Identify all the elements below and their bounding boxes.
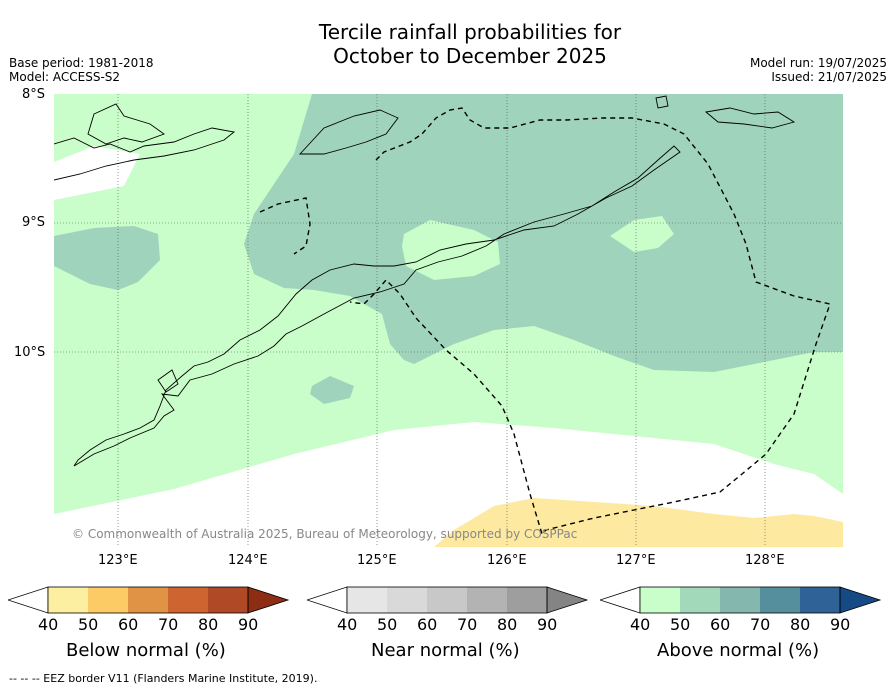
cbar-near-70-80: [467, 587, 507, 613]
near-tick-80: 80: [497, 615, 518, 634]
timor-coastline: [73, 145, 681, 467]
above-normal-40-50-hole-1: [402, 220, 500, 280]
lon-label-128e: 128°E: [745, 553, 785, 568]
lat-label-10s: 10°S: [14, 345, 46, 360]
near-tick-60: 60: [417, 615, 438, 634]
map-title: Tercile rainfall probabilities for Octob…: [0, 20, 896, 68]
cbar-below-50-60: [88, 587, 128, 613]
cbar-above-50-60: [680, 587, 720, 613]
lon-label-123e: 123°E: [98, 553, 138, 568]
eez-footnote: -- -- -- EEZ border V11 (Flanders Marine…: [9, 672, 318, 685]
wetar-coastline: [298, 109, 399, 155]
cbar-near-60-70: [427, 587, 467, 613]
base-period: Base period: 1981-2018: [9, 56, 154, 70]
coastlines: [54, 95, 796, 467]
graticule: [54, 94, 843, 547]
above-tick-70: 70: [750, 615, 771, 634]
cbar-near-80-90: [507, 587, 547, 613]
babar-coastline: [704, 107, 796, 129]
above-tick-40: 40: [630, 615, 651, 634]
cbar-near-40-50: [347, 587, 387, 613]
cbar-above-extend-left: [600, 586, 641, 614]
eez-border: [259, 107, 831, 536]
above-normal-50-60-west: [54, 226, 160, 290]
below-tick-60: 60: [118, 615, 139, 634]
issued-date: Issued: 21/07/2025: [771, 70, 887, 84]
below-tick-90: 90: [238, 615, 259, 634]
cbar-near-extend-left: [307, 586, 348, 614]
near-tick-70: 70: [457, 615, 478, 634]
lon-label-124e: 124°E: [228, 553, 268, 568]
lon-label-127e: 127°E: [616, 553, 656, 568]
near-tick-40: 40: [337, 615, 358, 634]
above-normal-40-50-hole-2: [610, 216, 674, 252]
lon-label-125e: 125°E: [357, 553, 397, 568]
cbar-near-extend-right: [546, 586, 589, 614]
below-normal-title: Below normal (%): [66, 640, 226, 661]
above-tick-60: 60: [710, 615, 731, 634]
flores-coastline: [54, 127, 236, 181]
above-tick-80: 80: [790, 615, 811, 634]
title-line-2: October to December 2025: [333, 44, 607, 68]
cbar-above-70-80: [760, 587, 800, 613]
near-tick-50: 50: [377, 615, 398, 634]
colorbar-near-normal: [307, 586, 589, 614]
cbar-below-extend-right: [247, 586, 290, 614]
cbar-below-70-80: [168, 587, 208, 613]
near-normal-title: Near normal (%): [371, 640, 520, 661]
copyright-notice: © Commonwealth of Australia 2025, Bureau…: [72, 527, 578, 541]
above-normal-50-60-small: [310, 376, 354, 404]
run-info: Model run: 19/07/2025 Issued: 21/07/2025: [750, 56, 887, 84]
cbar-below-80-90: [208, 587, 248, 613]
colorbar-above-normal: [600, 586, 882, 614]
map-canvas: [54, 94, 843, 547]
cbar-below-extend-left: [8, 586, 49, 614]
alor-coastline: [87, 103, 165, 145]
below-tick-80: 80: [198, 615, 219, 634]
above-tick-50: 50: [670, 615, 691, 634]
cbar-above-40-50: [640, 587, 680, 613]
kisar-coastline: [655, 95, 669, 109]
lon-label-126e: 126°E: [487, 553, 527, 568]
model-run: Model run: 19/07/2025: [749, 56, 887, 70]
below-normal-40-50-region: [434, 498, 843, 547]
below-tick-50: 50: [78, 615, 99, 634]
below-tick-70: 70: [158, 615, 179, 634]
lat-label-8s: 8°S: [22, 87, 46, 102]
no-signal-region-topleft: [54, 146, 140, 200]
cbar-near-50-60: [387, 587, 427, 613]
above-normal-title: Above normal (%): [657, 640, 820, 661]
cbar-above-extend-right: [839, 586, 882, 614]
sumba-coastline: [157, 369, 179, 393]
model-name: Model: ACCESS-S2: [9, 70, 121, 84]
above-tick-90: 90: [830, 615, 851, 634]
colorbar-below-normal: [8, 586, 290, 614]
model-info: Base period: 1981-2018 Model: ACCESS-S2: [9, 56, 154, 84]
cbar-below-60-70: [128, 587, 168, 613]
cbar-above-60-70: [720, 587, 760, 613]
lat-label-9s: 9°S: [22, 215, 46, 230]
below-tick-40: 40: [38, 615, 59, 634]
cbar-above-80-90: [800, 587, 840, 613]
cbar-below-40-50: [48, 587, 88, 613]
near-tick-90: 90: [537, 615, 558, 634]
map-panel: © Commonwealth of Australia 2025, Bureau…: [54, 94, 843, 547]
above-normal-50-60-region: [244, 94, 843, 372]
title-line-1: Tercile rainfall probabilities for: [318, 20, 622, 44]
